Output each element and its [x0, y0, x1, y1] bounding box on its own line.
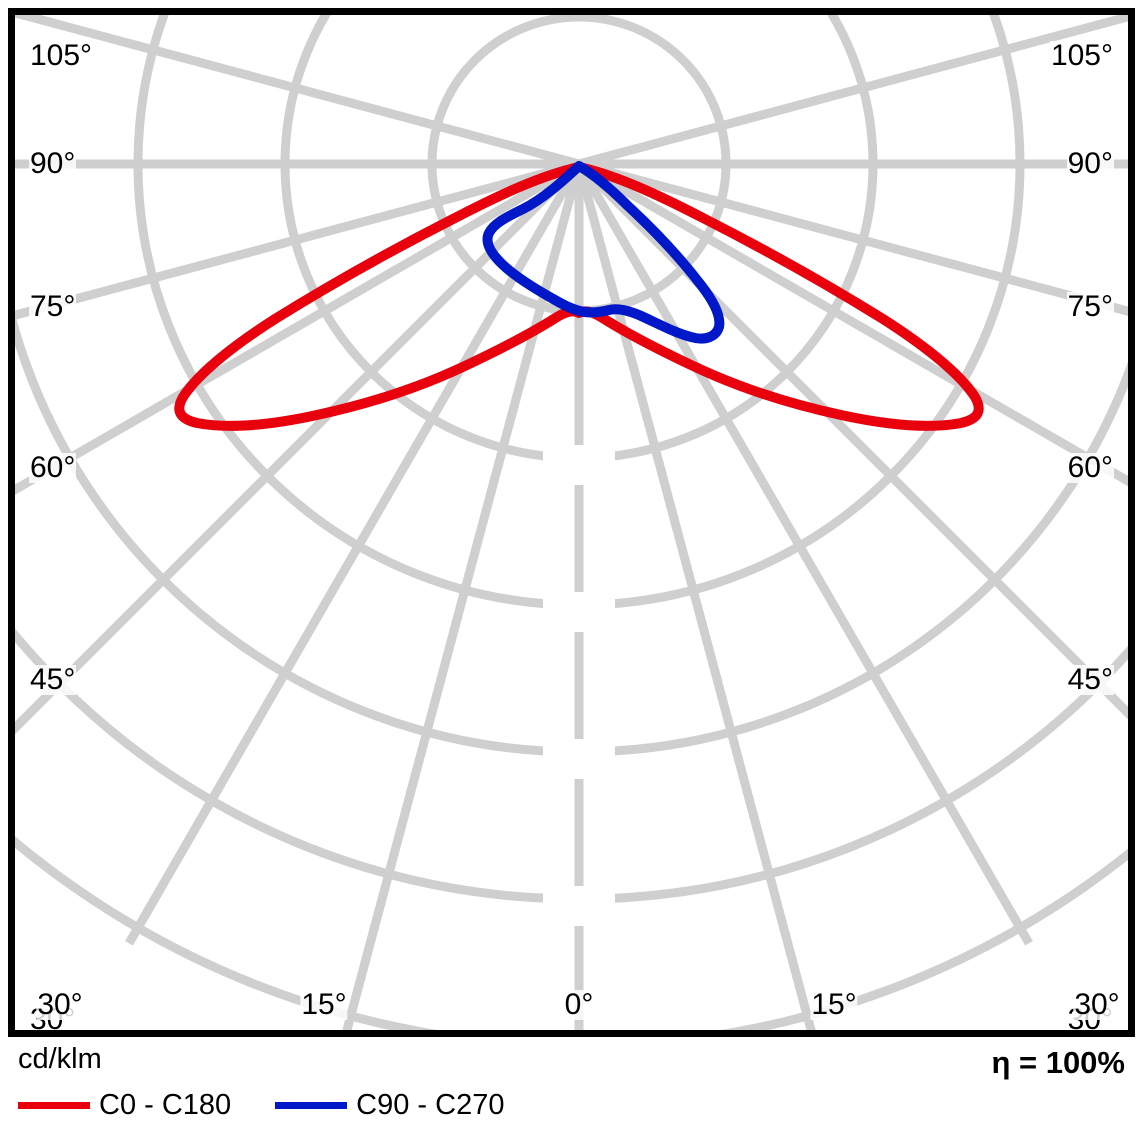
- axis-label-right-60: 60°: [1066, 451, 1114, 484]
- ring-value-label-2: [576, 611, 582, 613]
- polar-grid-and-curves: [15, 15, 1128, 1030]
- efficiency-label: η = 100%: [991, 1045, 1125, 1080]
- axis-label-right-105: 105°: [1049, 39, 1114, 72]
- axis-label-bottom-0: 0°: [563, 988, 595, 1021]
- plot-area: 105° 90° 75° 60° 45° 30° 105° 90° 75° 60…: [8, 8, 1135, 1037]
- legend-entry-c0-c180[interactable]: C0 - C180: [18, 1091, 275, 1120]
- legend-swatch-red: [18, 1102, 90, 1109]
- axis-label-left-90: 90°: [29, 147, 77, 180]
- ring-label-masks: [543, 445, 615, 926]
- legend-swatch-blue: [275, 1102, 348, 1109]
- ring-value-label-3: [576, 758, 582, 760]
- chart-footer: cd/klm η = 100% C0 - C180 C90 - C270: [0, 1037, 1143, 1143]
- axis-label-left-105: 105°: [29, 39, 94, 72]
- grid-group: [15, 15, 1128, 1030]
- legend: C0 - C180 C90 - C270: [18, 1091, 548, 1120]
- axis-label-bottom-15-left: 15°: [300, 988, 348, 1021]
- axis-label-right-90: 90°: [1066, 147, 1114, 180]
- ring-value-label-4: [576, 905, 582, 907]
- legend-label-c90-c270: C90 - C270: [356, 1089, 505, 1121]
- legend-entry-c90-c270[interactable]: C90 - C270: [275, 1091, 548, 1120]
- axis-label-right-45: 45°: [1066, 663, 1114, 696]
- axis-label-right-75: 75°: [1066, 290, 1114, 323]
- axis-label-left-60: 60°: [29, 451, 77, 484]
- axis-label-bottom-30-left: 30°: [36, 988, 84, 1021]
- legend-label-c0-c180: C0 - C180: [99, 1089, 232, 1121]
- axis-label-left-45: 45°: [29, 663, 77, 696]
- axis-label-bottom-30-right: 30°: [1073, 988, 1121, 1021]
- unit-label: cd/klm: [18, 1043, 102, 1075]
- axis-label-bottom-15-right: 15°: [810, 988, 858, 1021]
- ring-value-label-1: [576, 464, 582, 466]
- curve-c90-c270: [482, 161, 725, 344]
- axis-label-left-75: 75°: [29, 290, 77, 323]
